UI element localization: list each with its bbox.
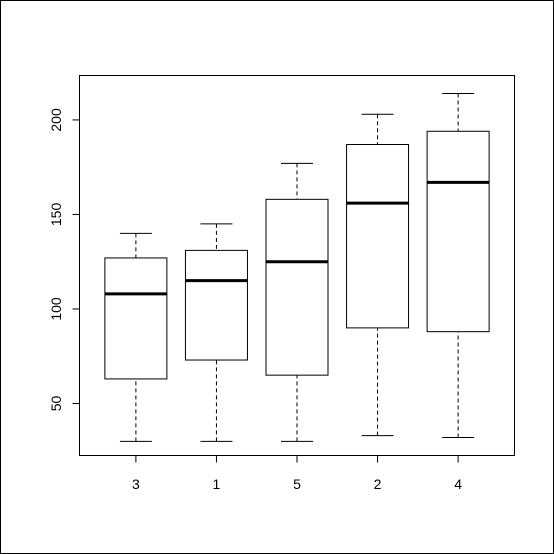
box xyxy=(265,198,329,376)
x-tick-label: 5 xyxy=(293,476,301,492)
x-tick-label: 1 xyxy=(213,476,221,492)
box xyxy=(104,257,168,380)
y-tick-label: 50 xyxy=(48,396,64,412)
y-tick-label: 100 xyxy=(48,297,64,321)
x-tick-label: 4 xyxy=(454,476,462,492)
x-tick-label: 2 xyxy=(374,476,382,492)
box xyxy=(346,144,410,329)
y-tick-label: 200 xyxy=(48,108,64,132)
box xyxy=(184,249,248,361)
y-tick-label: 150 xyxy=(48,203,64,227)
box xyxy=(426,130,490,333)
x-tick-label: 3 xyxy=(132,476,140,492)
